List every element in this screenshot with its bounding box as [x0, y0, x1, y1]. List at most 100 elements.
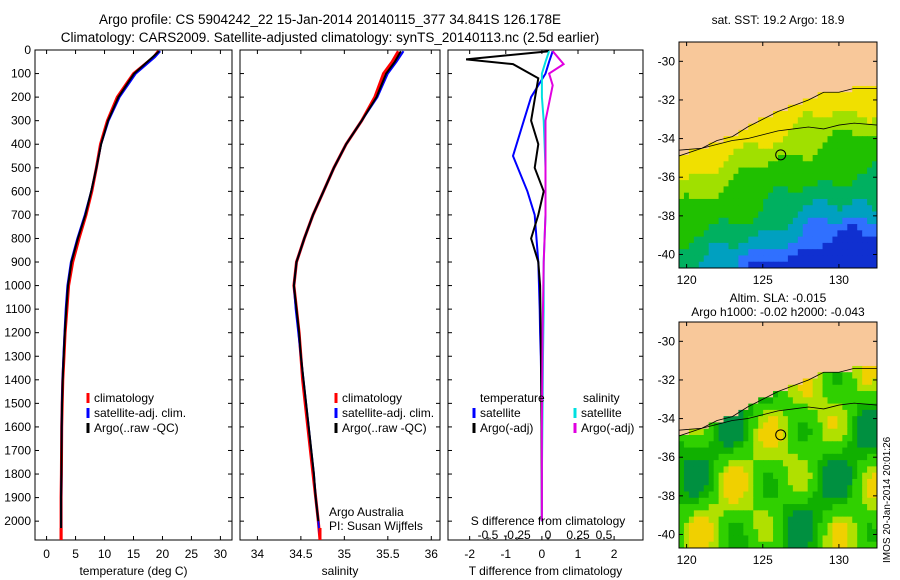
sea-cell [733, 261, 739, 268]
sea-cell [802, 230, 809, 238]
sea-cell [787, 123, 794, 131]
sea-cell [708, 242, 715, 250]
sea-cell [867, 522, 873, 530]
sea-cell [872, 136, 877, 143]
sea-cell [832, 447, 838, 455]
sea-cell [703, 242, 710, 250]
sea-cell [822, 155, 828, 162]
sea-cell [743, 180, 749, 187]
sea-cell [812, 192, 819, 200]
sea-cell [688, 211, 695, 219]
sea-cell [872, 261, 877, 268]
sea-cell [832, 98, 838, 106]
sea-cell [773, 409, 779, 417]
sea-cell [817, 198, 824, 206]
depth-tick-label: 100 [11, 67, 31, 81]
sea-cell [822, 211, 828, 219]
sea-cell [852, 123, 858, 131]
sea-cell [852, 378, 858, 386]
sea-cell [792, 453, 799, 461]
sea-cell [817, 416, 824, 423]
sea-cell [817, 460, 824, 467]
sea-cell [778, 529, 784, 536]
sea-cell [768, 466, 774, 474]
sea-cell [703, 224, 710, 231]
sea-cell [787, 522, 794, 530]
sea-cell [753, 409, 759, 417]
sea-cell [817, 447, 824, 455]
lat-tick-label: -34 [658, 412, 676, 426]
sea-cell [847, 535, 853, 543]
sea-cell [738, 510, 744, 518]
isobath-contour [679, 402, 877, 431]
sea-cell [768, 441, 774, 449]
sea-cell [812, 198, 819, 206]
sea-cell [683, 460, 690, 467]
sea-cell [817, 491, 824, 499]
sea-cell [778, 205, 784, 212]
sea-cell [698, 249, 705, 256]
sea-cell [842, 224, 848, 231]
sea-cell [802, 428, 809, 436]
figure-subtitle: Climatology: CARS2009. Satellite-adjuste… [60, 30, 600, 45]
panel-frame [447, 49, 644, 541]
sea-cell [693, 186, 700, 194]
sea-cell [852, 92, 858, 99]
legend-label: Argo(-adj) [480, 421, 533, 435]
sea-cell [758, 261, 764, 268]
sea-cell [768, 211, 774, 219]
sea-cell [867, 104, 873, 112]
sea-cell [862, 242, 868, 250]
sea-cell [812, 217, 819, 225]
sea-cell [807, 217, 814, 225]
sea-cell [782, 472, 789, 480]
sea-cell [773, 242, 779, 250]
sea-cell [812, 378, 819, 386]
sea-cell [822, 478, 828, 486]
x-tick-label: 34 [251, 547, 265, 561]
sea-cell [837, 198, 843, 206]
sea-cell [728, 447, 734, 455]
sea-cell [857, 123, 863, 131]
sea-cell [768, 510, 774, 518]
sea-cell [872, 104, 877, 112]
sea-cell [733, 198, 739, 206]
sea-cell [832, 255, 838, 263]
sea-cell [693, 242, 700, 250]
sea-cell [867, 428, 873, 436]
sea-cell [822, 485, 828, 492]
sea-cell [758, 516, 764, 524]
sea-cell [807, 522, 814, 530]
sea-cell [872, 472, 877, 480]
sea-cell [679, 205, 685, 212]
sea-cell [703, 466, 710, 474]
sea-cell [768, 129, 774, 137]
sea-cell [787, 104, 794, 112]
sea-cell [713, 472, 720, 480]
sea-cell [693, 485, 700, 492]
sea-cell [852, 472, 858, 480]
sea-cell [738, 435, 744, 442]
sea-cell [728, 173, 734, 181]
sea-cell [713, 180, 720, 187]
sea-cell [862, 403, 868, 411]
sea-cell [827, 491, 833, 499]
sea-cell [812, 497, 819, 505]
sea-cell [723, 230, 729, 238]
sea-cell [807, 497, 814, 505]
sea-cell [872, 447, 877, 455]
sea-cell [842, 217, 848, 225]
sea-cell [743, 485, 749, 492]
sea-cell [832, 504, 838, 511]
sea-cell [822, 529, 828, 536]
sea-cell [867, 403, 873, 411]
sea-cell [837, 104, 843, 112]
sea-cell [768, 142, 774, 150]
sea-cell [787, 504, 794, 511]
sea-cell [837, 142, 843, 150]
sea-cell [698, 491, 705, 499]
sea-cell [817, 98, 824, 106]
sea-cell [792, 441, 799, 449]
sea-cell [872, 478, 877, 486]
sea-cell [862, 372, 868, 379]
